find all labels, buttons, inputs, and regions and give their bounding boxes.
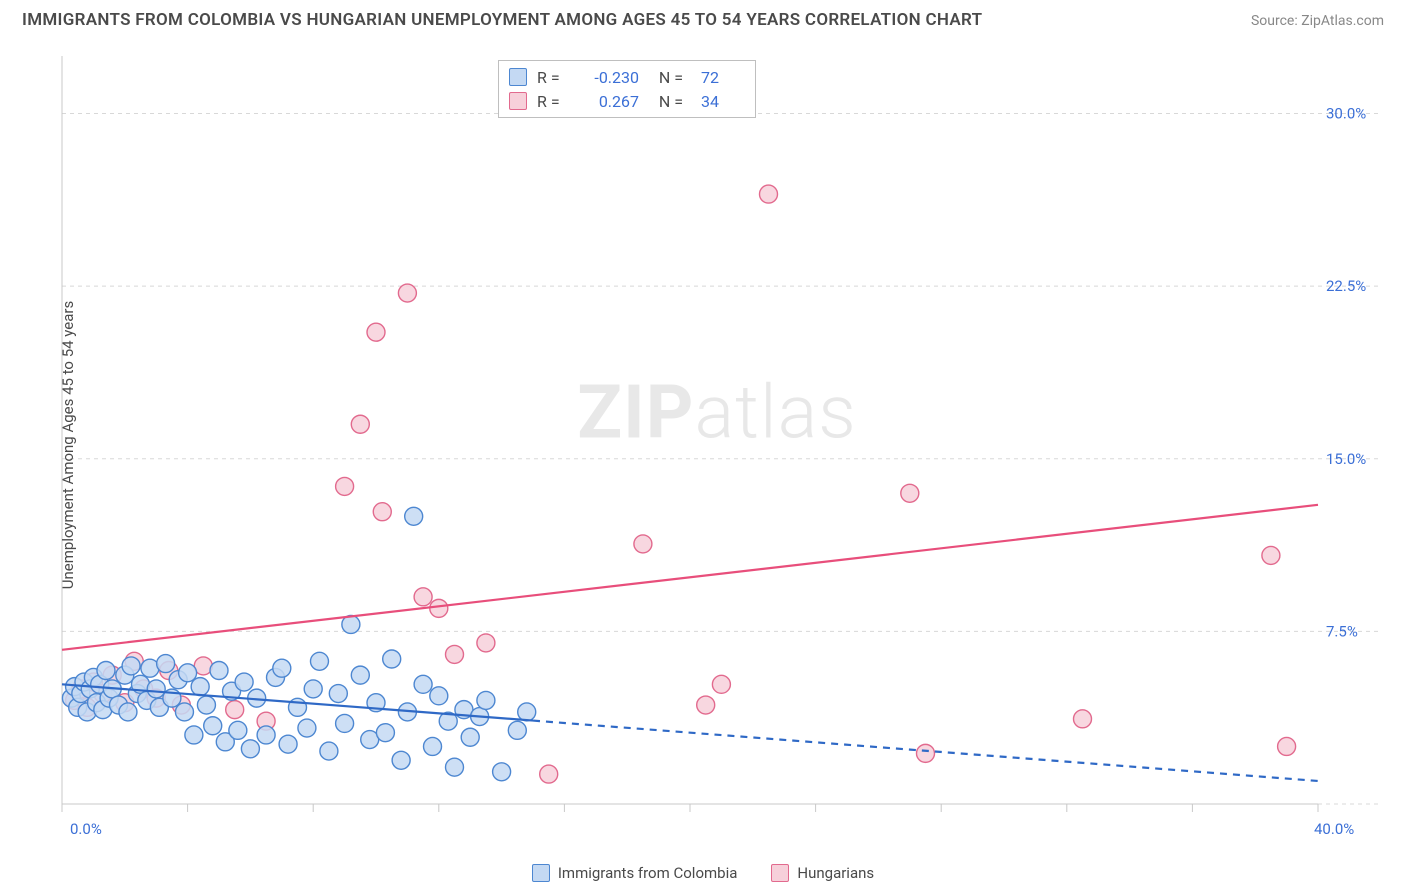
svg-text:7.5%: 7.5% — [1326, 622, 1358, 640]
chart-area: Unemployment Among Ages 45 to 54 years 7… — [50, 46, 1384, 844]
bottom-legend: Immigrants from Colombia Hungarians — [0, 864, 1406, 882]
legend-swatch-colombia — [532, 864, 550, 882]
svg-text:0.0%: 0.0% — [70, 820, 102, 838]
legend-label-hungarians: Hungarians — [797, 864, 874, 882]
legend-item-colombia: Immigrants from Colombia — [532, 864, 738, 882]
svg-text:22.5%: 22.5% — [1326, 277, 1366, 295]
y-axis-title: Unemployment Among Ages 45 to 54 years — [59, 301, 77, 589]
svg-text:30.0%: 30.0% — [1326, 105, 1366, 123]
scatter-chart: 7.5%15.0%22.5%30.0%0.0%40.0%R =-0.230N =… — [50, 46, 1384, 844]
svg-text:15.0%: 15.0% — [1326, 450, 1366, 468]
chart-title: IMMIGRANTS FROM COLOMBIA VS HUNGARIAN UN… — [22, 10, 982, 30]
chart-header: IMMIGRANTS FROM COLOMBIA VS HUNGARIAN UN… — [0, 0, 1406, 36]
source-label: Source: ZipAtlas.com — [1251, 13, 1384, 29]
legend-swatch-hungarians — [771, 864, 789, 882]
source-name: ZipAtlas.com — [1301, 13, 1384, 29]
source-prefix: Source: — [1251, 13, 1301, 29]
legend-item-hungarians: Hungarians — [771, 864, 874, 882]
legend-label-colombia: Immigrants from Colombia — [558, 864, 738, 882]
svg-text:40.0%: 40.0% — [1314, 820, 1354, 838]
